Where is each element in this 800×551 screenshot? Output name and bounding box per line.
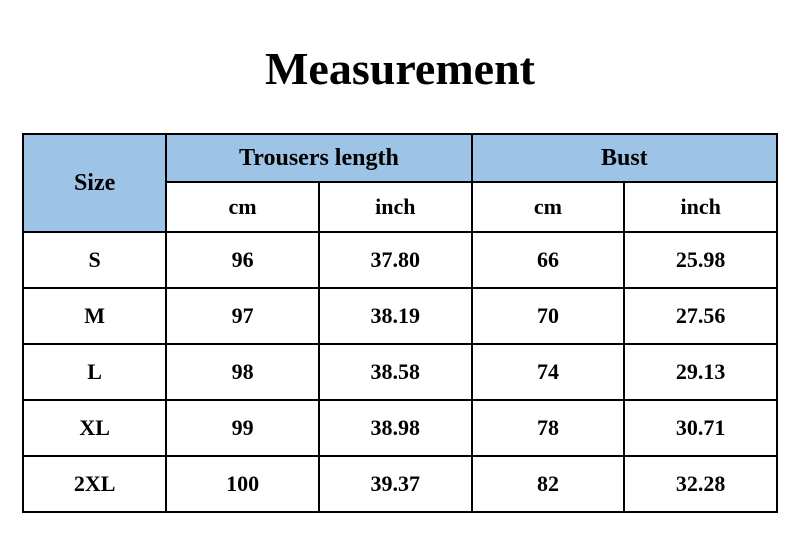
cell-value: 82 bbox=[472, 456, 625, 512]
cell-value: 70 bbox=[472, 288, 625, 344]
cell-value: 99 bbox=[166, 400, 319, 456]
cell-value: 39.37 bbox=[319, 456, 472, 512]
cell-value: 98 bbox=[166, 344, 319, 400]
cell-value: 27.56 bbox=[624, 288, 777, 344]
col-size-header: Size bbox=[23, 134, 166, 232]
cell-value: 38.19 bbox=[319, 288, 472, 344]
cell-value: 37.80 bbox=[319, 232, 472, 288]
table-row: S 96 37.80 66 25.98 bbox=[23, 232, 777, 288]
cell-size: L bbox=[23, 344, 166, 400]
cell-value: 38.58 bbox=[319, 344, 472, 400]
cell-value: 74 bbox=[472, 344, 625, 400]
cell-value: 100 bbox=[166, 456, 319, 512]
cell-size: S bbox=[23, 232, 166, 288]
cell-value: 97 bbox=[166, 288, 319, 344]
col-group-trousers: Trousers length bbox=[166, 134, 471, 182]
cell-value: 66 bbox=[472, 232, 625, 288]
table-row: M 97 38.19 70 27.56 bbox=[23, 288, 777, 344]
page-title: Measurement bbox=[22, 0, 778, 133]
col-group-bust: Bust bbox=[472, 134, 777, 182]
cell-value: 30.71 bbox=[624, 400, 777, 456]
table-row: XL 99 38.98 78 30.71 bbox=[23, 400, 777, 456]
col-unit: cm bbox=[166, 182, 319, 232]
measurement-chart: Measurement Size Trousers length Bust cm… bbox=[0, 0, 800, 551]
cell-size: M bbox=[23, 288, 166, 344]
cell-value: 29.13 bbox=[624, 344, 777, 400]
col-unit: inch bbox=[624, 182, 777, 232]
cell-value: 38.98 bbox=[319, 400, 472, 456]
table-row: L 98 38.58 74 29.13 bbox=[23, 344, 777, 400]
cell-value: 32.28 bbox=[624, 456, 777, 512]
cell-value: 25.98 bbox=[624, 232, 777, 288]
cell-value: 78 bbox=[472, 400, 625, 456]
cell-size: 2XL bbox=[23, 456, 166, 512]
col-unit: inch bbox=[319, 182, 472, 232]
cell-value: 96 bbox=[166, 232, 319, 288]
size-table: Size Trousers length Bust cm inch cm inc… bbox=[22, 133, 778, 513]
cell-size: XL bbox=[23, 400, 166, 456]
table-row: 2XL 100 39.37 82 32.28 bbox=[23, 456, 777, 512]
col-unit: cm bbox=[472, 182, 625, 232]
